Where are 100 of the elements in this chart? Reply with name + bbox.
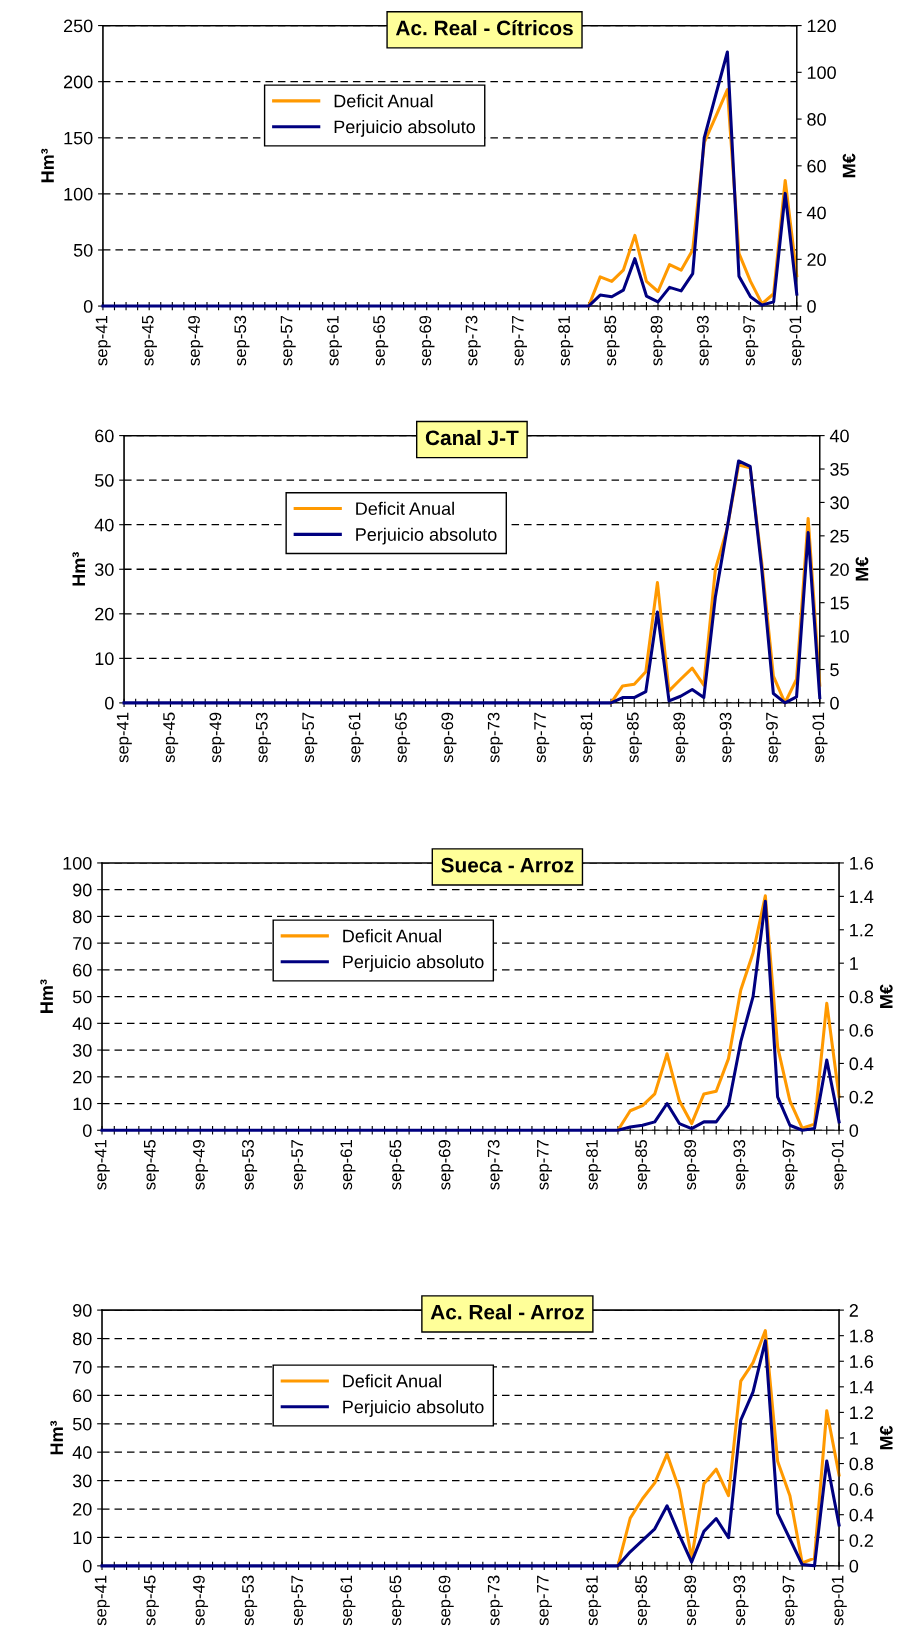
x-tick-label: sep-57 <box>291 1575 307 1626</box>
y-tick-label: 40 <box>72 1446 92 1459</box>
x-tick-label: sep-81 <box>586 1575 602 1626</box>
legend-label: Deficit Anual <box>343 1374 441 1388</box>
y2-tick-label: 0 <box>807 300 816 313</box>
x-tick-label: sep-77 <box>537 1140 552 1190</box>
x-tick-label: sep-85 <box>635 1575 651 1626</box>
y2-tick-label: 1.4 <box>850 890 874 903</box>
y2-tick-label: 0.8 <box>849 990 874 1004</box>
y-tick-label: 50 <box>72 990 92 1004</box>
y2-tick-label: 0.4 <box>849 1508 874 1522</box>
y-tick-label: 0 <box>105 696 114 710</box>
y-tick-label: 50 <box>73 243 93 257</box>
y-axis-title: Hm³ <box>72 552 85 586</box>
x-tick-label: sep-97 <box>743 315 759 366</box>
x-tick-label: sep-49 <box>192 1575 209 1626</box>
x-tick-label: sep-93 <box>733 1140 749 1190</box>
y2-tick-label: 0 <box>849 1124 859 1137</box>
x-tick-label: sep-97 <box>782 1575 798 1626</box>
legend-label: Perjuicio absoluto <box>334 119 475 137</box>
x-tick-label: sep-61 <box>348 712 364 763</box>
x-tick-label: sep-57 <box>302 712 318 763</box>
x-tick-label: sep-41 <box>95 315 111 366</box>
y2-axis-title: M€ <box>842 153 856 178</box>
y2-tick-label: 15 <box>830 596 849 610</box>
x-tick-label: sep-93 <box>733 1575 749 1626</box>
x-tick-label: sep-65 <box>373 315 389 366</box>
y2-tick-label: 0.8 <box>849 1457 874 1471</box>
y-tick-label: 90 <box>73 883 92 897</box>
x-tick-label: sep-69 <box>419 315 435 366</box>
x-tick-label: sep-97 <box>766 712 782 763</box>
y2-tick-label: 1.8 <box>850 1329 874 1343</box>
legend-label: Deficit Anual <box>343 929 441 943</box>
x-tick-label: sep-41 <box>116 712 132 763</box>
y2-tick-label: 1.2 <box>850 1406 873 1419</box>
x-tick-label: sep-77 <box>537 1575 552 1626</box>
y2-tick-label: 1 <box>850 1432 858 1445</box>
x-tick-label: sep-01 <box>831 1140 847 1190</box>
x-tick-label: sep-01 <box>831 1575 847 1626</box>
chart-title: Ac. Real - Cítricos <box>395 19 573 36</box>
y2-tick-label: 10 <box>830 630 849 643</box>
x-tick-label: sep-69 <box>441 712 457 763</box>
y-tick-label: 0 <box>82 1124 92 1137</box>
x-tick-label: sep-45 <box>142 315 157 366</box>
x-tick-label: sep-81 <box>558 315 574 366</box>
y2-tick-label: 1.4 <box>850 1380 874 1394</box>
y2-tick-label: 35 <box>830 462 849 476</box>
y-tick-label: 90 <box>73 1304 92 1317</box>
legend-label: Perjuicio absoluto <box>356 527 497 545</box>
y-tick-label: 80 <box>72 1332 92 1346</box>
chart-title: Sueca - Arroz <box>441 857 574 873</box>
x-tick-label: sep-53 <box>242 1140 258 1190</box>
x-tick-label: sep-65 <box>389 1575 405 1626</box>
y2-tick-label: 2 <box>849 1304 858 1317</box>
x-tick-label: sep-93 <box>696 315 713 366</box>
y-tick-label: 60 <box>73 1389 92 1403</box>
x-tick-label: sep-77 <box>512 315 527 366</box>
x-tick-label: sep-53 <box>255 712 271 763</box>
y-tick-label: 30 <box>94 563 114 576</box>
x-tick-label: sep-49 <box>188 315 204 366</box>
y2-tick-label: 0.6 <box>849 1483 874 1496</box>
y-tick-label: 20 <box>73 1502 92 1516</box>
x-tick-label: sep-41 <box>94 1575 110 1626</box>
y2-tick-label: 60 <box>807 159 826 173</box>
y2-tick-label: 0 <box>849 1559 859 1573</box>
y2-tick-label: 0.2 <box>849 1534 873 1547</box>
y2-tick-label: 40 <box>829 429 849 443</box>
x-tick-label: sep-73 <box>465 315 481 366</box>
y-tick-label: 10 <box>95 652 114 666</box>
y-tick-label: 40 <box>94 518 114 532</box>
y-tick-label: 30 <box>72 1474 92 1488</box>
x-tick-label: sep-81 <box>586 1140 602 1190</box>
x-tick-label: sep-85 <box>635 1139 651 1190</box>
y2-tick-label: 30 <box>830 496 849 510</box>
x-tick-label: sep-61 <box>326 315 342 366</box>
y-tick-label: 0 <box>83 300 93 313</box>
y-tick-label: 30 <box>72 1043 92 1057</box>
x-tick-label: sep-57 <box>291 1140 307 1190</box>
x-tick-label: sep-65 <box>395 712 411 763</box>
x-tick-label: sep-53 <box>242 1575 258 1626</box>
y2-tick-label: 20 <box>807 253 826 267</box>
y2-tick-label: 0 <box>830 696 839 710</box>
y-tick-label: 80 <box>72 910 92 924</box>
y-axis-title: Hm³ <box>40 979 53 1013</box>
x-tick-label: sep-45 <box>143 1139 159 1190</box>
legend-label: Perjuicio absoluto <box>343 1400 484 1417</box>
y2-tick-label: 120 <box>807 19 836 33</box>
y-tick-label: 250 <box>63 19 93 33</box>
y2-tick-label: 100 <box>807 66 836 80</box>
y-tick-label: 150 <box>64 131 93 145</box>
y2-axis-title: M€ <box>879 1425 893 1450</box>
x-tick-label: sep-77 <box>534 712 550 763</box>
chart-title: Ac. Real - Arroz <box>430 1304 584 1320</box>
x-tick-label: sep-45 <box>163 712 179 763</box>
y-tick-label: 0 <box>82 1559 92 1573</box>
y-tick-label: 10 <box>73 1097 92 1111</box>
x-tick-label: sep-41 <box>94 1140 110 1190</box>
x-tick-label: sep-89 <box>684 1140 700 1190</box>
x-tick-label: sep-45 <box>143 1575 159 1626</box>
x-tick-label: sep-61 <box>340 1575 356 1626</box>
